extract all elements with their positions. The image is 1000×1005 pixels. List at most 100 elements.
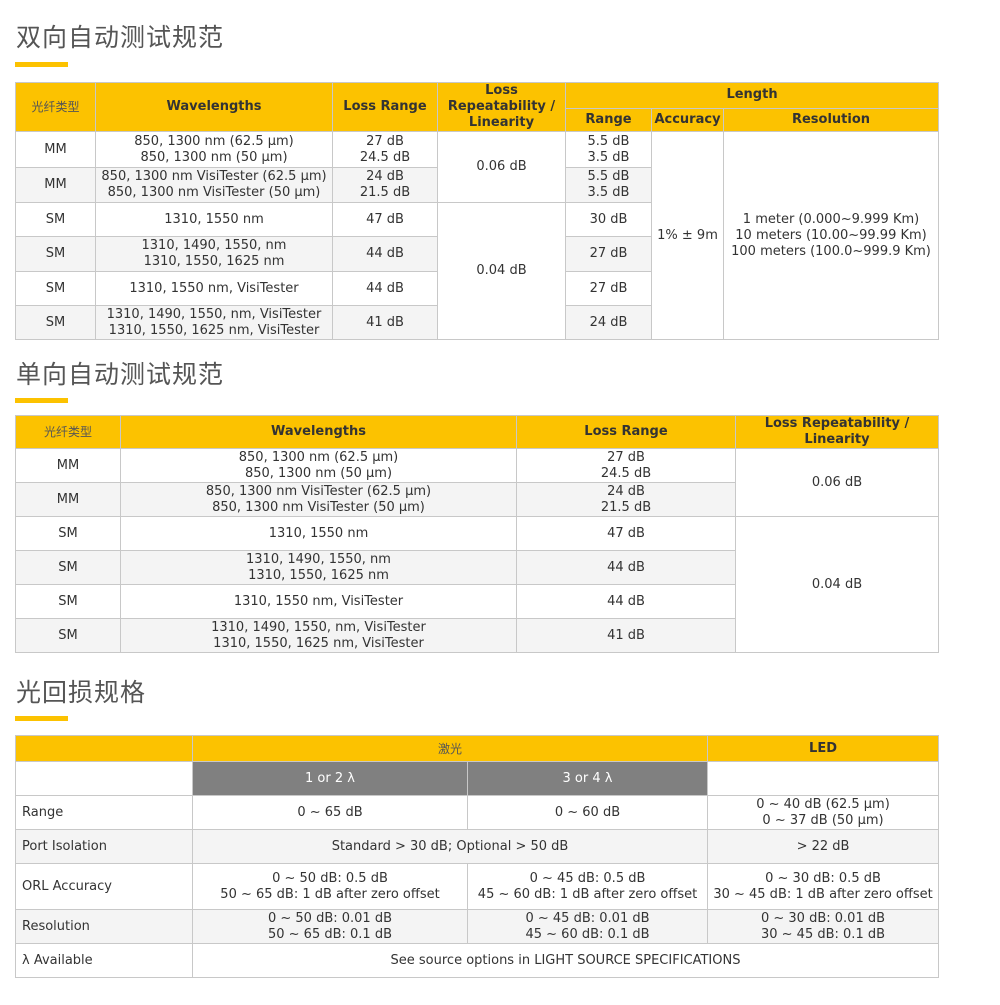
range-3-4: 0 ~ 60 dB [466, 795, 709, 830]
unidirectional-spec-table: 光纤类型 Wavelengths Loss Range Loss Repeatabil… [15, 415, 939, 653]
orl-3-4: 0 ~ 45 dB: 0.5 dB 45 ~ 60 dB: 1 dB after … [466, 863, 709, 910]
length-range: 27 dB [565, 236, 652, 272]
orl-1-2: 0 ~ 50 dB: 0.5 dB 50 ~ 65 dB: 1 dB after … [192, 863, 468, 910]
cell-line: 24 dB [366, 169, 404, 184]
cell-line: 44 dB [366, 280, 404, 296]
cell-line: 30 dB [589, 211, 628, 227]
cell-line: 0 ~ 30 dB: 0.01 dB [760, 910, 886, 926]
cell-line: 24 dB [607, 483, 645, 499]
fiber-type: SM [15, 305, 96, 340]
table-row: MM 850, 1300 nm VisiTester (62.5 µm) 850,… [15, 482, 939, 517]
fiber-type: SM [15, 202, 96, 237]
table-row: MM 850, 1300 nm VisiTester (62.5 µm) 850,… [15, 167, 939, 203]
header-led: LED [707, 735, 940, 762]
row-label-resolution: Resolution [15, 909, 193, 944]
cell-line: 50 ~ 65 dB: 0.1 dB [267, 926, 393, 942]
cell-line: 850, 1300 nm (50 µm) [140, 149, 288, 165]
cell-line: 100 meters (100.0~999.9 Km) [731, 243, 931, 259]
header-wavelengths: Wavelengths [120, 415, 517, 449]
fiber-type: MM [15, 167, 96, 203]
fiber-type: SM [15, 516, 121, 551]
length-range: 30 dB [565, 202, 652, 237]
fiber-type: MM [15, 131, 96, 168]
wavelengths: 1310, 1550 nm, VisiTester [120, 584, 517, 619]
wavelengths: 850, 1300 nm VisiTester (62.5 µm) 850, 13… [95, 167, 333, 203]
header-length: Length [564, 82, 940, 109]
table-row: SM 1310, 1490, 1550, nm 1310, 1550, 1625 … [15, 550, 939, 585]
cell-line: 44 dB [366, 246, 404, 261]
header-loss-range: Loss Range [516, 415, 736, 449]
cell-line: 0 ~ 37 dB (50 µm) [762, 812, 884, 828]
repeatability-mm: 0.06 dB [735, 448, 939, 517]
subheader-3-4-lambda: 3 or 4 λ [466, 761, 709, 796]
wavelengths: 850, 1300 nm VisiTester (62.5 µm) 850, 13… [120, 482, 517, 517]
header-loss-range: Loss Range [332, 82, 438, 132]
header-accuracy: Accuracy [651, 107, 724, 133]
cell-line: 27 dB [607, 449, 645, 465]
title-underline [15, 398, 68, 403]
cell-line: 27 dB [589, 280, 628, 296]
cell-line: 850, 1300 nm VisiTester (50 µm) [107, 185, 321, 200]
repeatability-sm: 0.04 dB [735, 516, 939, 653]
row-label-range: Range [15, 795, 193, 830]
cell-line: 50 ~ 65 dB: 1 dB after zero offset [220, 886, 440, 902]
cell-line: 1310, 1550, 1625 nm [143, 254, 285, 269]
fiber-type: MM [15, 482, 121, 517]
cell-line: 1310, 1550, 1625 nm [248, 567, 389, 583]
header-fiber: 光纤类型 [15, 415, 121, 449]
wavelengths: 1310, 1490, 1550, nm 1310, 1550, 1625 nm [95, 236, 333, 272]
cell-line: 41 dB [607, 627, 645, 643]
cell-line: 5.5 dB [587, 169, 630, 184]
cell-line: 24 dB [589, 314, 628, 330]
table-row: MM 850, 1300 nm (62.5 µm) 850, 1300 nm (5… [15, 448, 939, 517]
loss-range: 44 dB [516, 550, 736, 585]
cell-line: 0 ~ 40 dB (62.5 µm) [756, 796, 890, 812]
cell-line: 21.5 dB [600, 499, 652, 515]
table-row: SM 1310, 1550 nm, VisiTester 44 dB [15, 584, 939, 619]
fiber-type: SM [15, 550, 121, 585]
header-resolution: Resolution [722, 107, 940, 133]
length-resolution: 1 meter (0.000~9.999 Km) 10 meters (10.00… [722, 131, 940, 340]
cell-line: 1310, 1490, 1550, nm [141, 238, 287, 253]
cell-line: 1310, 1550 nm, VisiTester [233, 593, 404, 609]
fiber-type: SM [15, 236, 96, 272]
cell-line: 850, 1300 nm (62.5 µm) [134, 133, 294, 149]
table-row: MM 850, 1300 nm (62.5 µm) 850, 1300 nm (5… [15, 131, 940, 340]
cell-line: 1 meter (0.000~9.999 Km) [742, 211, 920, 227]
range-1-2: 0 ~ 65 dB [192, 795, 468, 830]
cell-line: 47 dB [607, 525, 645, 541]
row-label-orl-accuracy: ORL Accuracy [15, 863, 193, 910]
wavelengths: 1310, 1490, 1550, nm, VisiTester 1310, 15… [95, 305, 333, 340]
title-underline [15, 62, 68, 67]
table-row: SM 1310, 1550 nm 47 dB 0.04 dB [15, 516, 939, 653]
table-row: SM 1310, 1490, 1550, nm, VisiTester 1310,… [15, 305, 939, 340]
cell-line: 3.5 dB [587, 185, 630, 200]
header-laser: 激光 [191, 735, 709, 762]
loss-range: 44 dB [332, 236, 438, 272]
loss-range: 27 dB 24.5 dB [516, 448, 736, 483]
cell-line: 850, 1300 nm VisiTester (50 µm) [212, 499, 425, 515]
wavelengths: 850, 1300 nm (62.5 µm) 850, 1300 nm (50 µ… [95, 131, 333, 168]
length-range: 5.5 dB 3.5 dB [565, 167, 652, 203]
cell-line: 1310, 1490, 1550, nm, VisiTester [106, 306, 322, 322]
length-range: 5.5 dB 3.5 dB [565, 131, 652, 168]
cell-line: 0 ~ 30 dB: 0.5 dB [765, 870, 881, 886]
header-wavelengths: Wavelengths [95, 82, 333, 132]
cell-line: 0 ~ 45 dB: 0.5 dB [529, 870, 646, 886]
table-row: SM 1310, 1490, 1550, nm, VisiTester 1310,… [15, 618, 939, 653]
fiber-type: SM [15, 584, 121, 619]
wavelengths: 1310, 1550 nm [120, 516, 517, 551]
loss-range: 44 dB [516, 584, 736, 619]
subheader-1-2-lambda: 1 or 2 λ [192, 761, 468, 796]
wavelengths: 850, 1300 nm (62.5 µm) 850, 1300 nm (50 µ… [120, 448, 517, 483]
loss-range: 41 dB [332, 305, 438, 340]
loss-range: 24 dB 21.5 dB [332, 167, 438, 203]
cell-line: 0 ~ 45 dB: 0.01 dB [525, 910, 650, 926]
row-label-lambda-available: λ Available [15, 943, 193, 978]
cell-line: 27 dB [589, 246, 628, 261]
lambda-available-value: See source options in LIGHT SOURCE SPECI… [191, 943, 940, 978]
fiber-type: MM [15, 448, 121, 483]
cell-line: 3.5 dB [587, 149, 630, 165]
cell-line: 30 ~ 45 dB: 1 dB after zero offset [713, 886, 933, 902]
length-range: 24 dB [565, 305, 652, 340]
